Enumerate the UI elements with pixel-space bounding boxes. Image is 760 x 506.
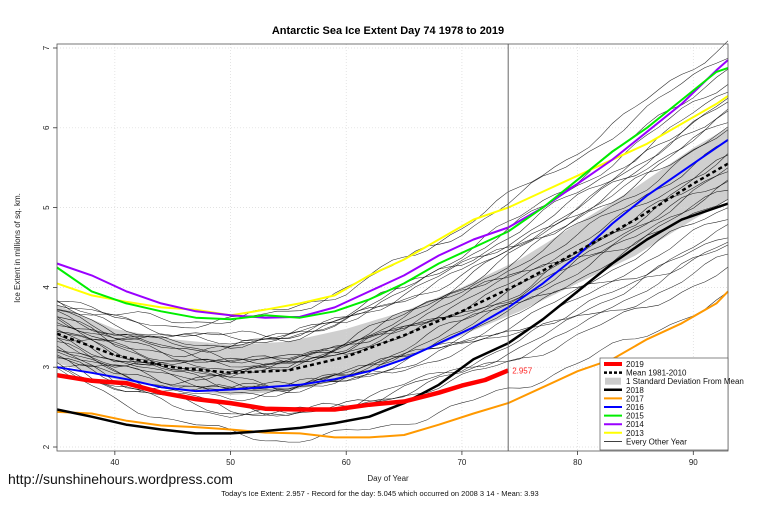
legend-label: 2015 xyxy=(626,412,644,421)
axis-layer: 40 50 60 70 80 90 2 3 4 5 6 7 xyxy=(42,43,729,467)
other-year-line xyxy=(56,108,729,381)
legend-label: Mean 1981-2010 xyxy=(626,369,687,378)
x-axis-label: Day of Year xyxy=(367,474,409,483)
other-year-line xyxy=(56,126,729,373)
other-year-line xyxy=(56,153,729,365)
y-tick-label: 3 xyxy=(42,364,51,369)
other-year-line xyxy=(56,237,729,418)
footer-summary: Today's Ice Extent: 2.957 - Record for t… xyxy=(221,489,539,498)
series-line-2019 xyxy=(56,368,510,412)
y-axis-label: Ice Extent in millions of sq. km. xyxy=(13,193,22,303)
other-year-line xyxy=(56,97,729,386)
y-tick-label: 5 xyxy=(42,205,51,210)
legend-label: 2013 xyxy=(626,429,644,438)
other-year-line xyxy=(56,40,729,329)
legend-label: Every Other Year xyxy=(626,437,687,446)
legend-label: 2016 xyxy=(626,403,644,412)
x-tick-label: 90 xyxy=(689,458,698,467)
other-year-line xyxy=(56,241,729,391)
legend-label: 1 Standard Deviation From Mean xyxy=(626,377,744,386)
series-line-2013 xyxy=(56,95,729,317)
other-year-line xyxy=(56,110,729,342)
other-year-line xyxy=(56,167,729,397)
series-line-2017 xyxy=(56,290,729,439)
y-tick-label: 4 xyxy=(42,285,51,290)
plot-frame xyxy=(56,43,729,452)
other-year-line xyxy=(56,291,729,443)
other-year-line xyxy=(56,219,729,390)
x-tick-label: 80 xyxy=(573,458,582,467)
current-value-label: 2.957 xyxy=(512,367,533,376)
other-year-line xyxy=(56,207,729,389)
series-line-2016 xyxy=(56,138,729,393)
other-year-line xyxy=(56,171,729,364)
legend-swatch xyxy=(605,377,621,385)
legend-label: 2019 xyxy=(626,360,644,369)
chart-title: Antarctic Sea Ice Extent Day 74 1978 to … xyxy=(272,25,504,37)
series-line-2015 xyxy=(56,66,729,321)
series-line-mean-1981-2010 xyxy=(56,162,729,375)
x-tick-label: 60 xyxy=(342,458,351,467)
x-tick-label: 50 xyxy=(226,458,235,467)
y-tick-label: 2 xyxy=(42,444,51,449)
legend-label: 2017 xyxy=(626,394,644,403)
other-year-line xyxy=(56,84,729,353)
x-tick-label: 40 xyxy=(110,458,119,467)
other-year-line xyxy=(56,140,729,369)
other-year-line xyxy=(56,58,729,324)
y-tick-label: 6 xyxy=(42,125,51,130)
series-line-2014 xyxy=(56,59,729,319)
legend-label: 2014 xyxy=(626,420,644,429)
other-year-line xyxy=(56,91,729,349)
legend-label: 2018 xyxy=(626,386,644,395)
y-tick-label: 7 xyxy=(42,45,51,50)
other-year-line xyxy=(56,129,729,339)
x-tick-label: 70 xyxy=(457,458,466,467)
other-years-layer xyxy=(56,40,729,443)
site-url: http://sunshinehours.wordpress.com xyxy=(8,471,233,487)
other-year-line xyxy=(56,181,729,363)
other-year-line xyxy=(56,224,729,390)
series-layer: 2.957 xyxy=(56,59,729,439)
